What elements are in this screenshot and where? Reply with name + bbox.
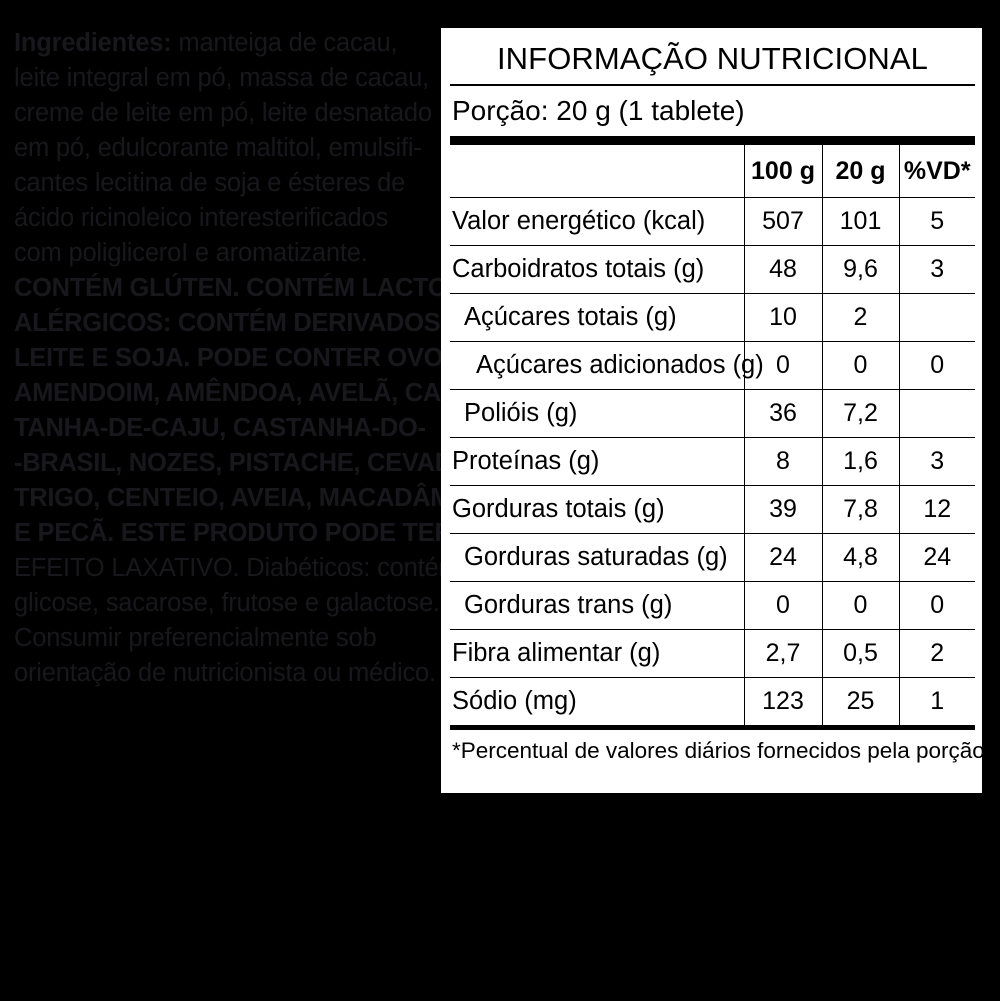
ingredients-line: TRIGO, CENTEIO, AVEIA, MACADÂMIA [14, 484, 477, 512]
column-header-per-100g: 100 g [743, 145, 822, 198]
nutrition-table-row: Açúcares adicionados (g) 0 0 0 [450, 341, 975, 390]
nutrition-table-body: Valor energético (kcal) 507 101 5 Carboidrat… [450, 197, 975, 730]
ingredients-line: ácido ricinoleico interesterificados [14, 204, 389, 232]
value-per-portion: 1,6 [821, 437, 899, 486]
nutrition-table-row: Gorduras totais (g) 39 7,8 12 [450, 485, 975, 534]
ingredients-line: Ingredientes: manteiga de cacau, [14, 26, 432, 61]
ingredients-line: cantes lecitina de soja e ésteres de [14, 169, 406, 197]
value-percent-vd: 3 [898, 245, 975, 294]
nutrition-table-row: Gorduras saturadas (g) 24 4,8 24 [450, 533, 975, 582]
nutrition-table: 100 g 20 g %VD* Valor energético (kcal) 5… [450, 145, 975, 730]
nutrient-name: Gorduras saturadas (g) [450, 533, 744, 582]
value-per-portion: 25 [821, 677, 899, 730]
nutrition-title: INFORMAÇÃO NUTRICIONAL [496, 41, 929, 76]
header-thick-rule [450, 136, 975, 145]
nutrition-facts-panel: INFORMAÇÃO NUTRICIONAL Porção: 20 g (1 t… [441, 28, 992, 793]
value-per-portion: 7,2 [821, 389, 899, 438]
ingredients-line: -BRASIL, NOZES, PISTACHE, CEVADA, [14, 449, 478, 477]
table-header-row: 100 g 20 g %VD* [450, 145, 975, 198]
nutrient-name: Proteínas (g) [450, 437, 744, 486]
value-percent-vd [898, 293, 975, 342]
ingredients-line: LEITE E SOJA. PODE CONTER OVOS, [14, 344, 467, 372]
value-percent-vd [898, 389, 975, 438]
value-per-100g: 48 [743, 245, 822, 294]
value-per-100g: 36 [743, 389, 822, 438]
value-per-portion: 9,6 [821, 245, 899, 294]
value-per-100g: 507 [743, 197, 822, 246]
ingredients-line-rest: manteiga de cacau, [171, 29, 398, 57]
value-percent-vd: 0 [898, 581, 975, 630]
ingredients-line: glicose, sacarose, frutose e galactose. [14, 589, 440, 617]
value-percent-vd: 24 [898, 533, 975, 582]
portion-size-text: Porção: 20 g (1 tablete) [452, 95, 745, 126]
value-per-100g: 24 [743, 533, 822, 582]
column-header-percent-vd: %VD* [898, 145, 975, 198]
value-per-100g: 39 [743, 485, 822, 534]
nutrition-table-header: 100 g 20 g %VD* [450, 145, 975, 198]
value-per-portion: 0,5 [821, 629, 899, 678]
value-per-portion: 0 [821, 341, 899, 390]
ingredients-line: em pó, edulcorante maltitol, emulsifi- [14, 134, 422, 162]
nutrient-name: Gorduras totais (g) [450, 485, 744, 534]
value-per-100g: 2,7 [743, 629, 822, 678]
ingredients-line: creme de leite em pó, leite desnatado [14, 99, 432, 127]
value-percent-vd: 1 [898, 677, 975, 730]
nutrition-table-row: Fibra alimentar (g) 2,7 0,5 2 [450, 629, 975, 678]
nutrition-table-row: Valor energético (kcal) 507 101 5 [450, 197, 975, 246]
ingredients-line: EFEITO LAXATIVO. Diabéticos: contém [14, 554, 460, 582]
value-per-portion: 101 [821, 197, 899, 246]
column-header-nutrient [450, 145, 744, 198]
ingredients-line: TANHA-DE-CAJU, CASTANHA-DO- [14, 414, 426, 442]
ingredients-panel: Ingredientes: manteiga de cacau, leite in… [14, 26, 488, 691]
ingredients-line: E PECÃ. ESTE PRODUTO PODE TER [14, 519, 453, 547]
nutrition-table-row: Polióis (g) 36 7,2 [450, 389, 975, 438]
value-per-100g: 0 [743, 581, 822, 630]
ingredients-line: CONTÉM GLÚTEN. CONTÉM LACTOSE. [14, 274, 488, 302]
nutrient-name: Açúcares adicionados (g) [450, 341, 764, 390]
value-per-portion: 4,8 [821, 533, 899, 582]
value-per-portion: 7,8 [821, 485, 899, 534]
title-divider-rule [450, 84, 975, 86]
nutrient-name: Polióis (g) [450, 389, 744, 438]
ingredients-line: leite integral em pó, massa de cacau, [14, 64, 429, 92]
ingredients-line: AMENDOIM, AMÊNDOA, AVELÃ, CAS- [14, 379, 466, 407]
ingredients-line: orientação de nutricionista ou médico. [14, 659, 436, 687]
value-per-100g: 10 [743, 293, 822, 342]
ingredients-line: ALÉRGICOS: CONTÉM DERIVADOS DE [14, 309, 482, 337]
vd-footnote: *Percentual de valores diários fornecido… [452, 738, 992, 763]
value-per-portion: 0 [821, 581, 899, 630]
ingredients-label: Ingredientes: [14, 29, 172, 57]
nutrition-table-row: Açúcares totais (g) 10 2 [450, 293, 975, 342]
nutrient-name: Gorduras trans (g) [450, 581, 744, 630]
value-percent-vd: 0 [898, 341, 975, 390]
nutrient-name: Sódio (mg) [450, 677, 744, 730]
value-percent-vd: 2 [898, 629, 975, 678]
nutrition-table-row: Gorduras trans (g) 0 0 0 [450, 581, 975, 630]
column-header-per-portion: 20 g [821, 145, 899, 198]
value-percent-vd: 12 [898, 485, 975, 534]
nutrient-name: Carboidratos totais (g) [450, 245, 744, 294]
value-per-100g: 0 [743, 341, 822, 390]
nutrition-table-row: Carboidratos totais (g) 48 9,6 3 [450, 245, 975, 294]
nutrient-name: Valor energético (kcal) [450, 197, 744, 246]
nutrient-name: Açúcares totais (g) [450, 293, 744, 342]
nutrient-name: Fibra alimentar (g) [450, 629, 744, 678]
value-per-portion: 2 [821, 293, 899, 342]
nutrition-table-row: Proteínas (g) 8 1,6 3 [450, 437, 975, 486]
nutrition-table-row: Sódio (mg) 123 25 1 [450, 677, 975, 730]
ingredients-line: Consumir preferencialmente sob [14, 624, 377, 652]
value-per-100g: 123 [743, 677, 822, 730]
value-percent-vd: 5 [898, 197, 975, 246]
value-per-100g: 8 [743, 437, 822, 486]
value-percent-vd: 3 [898, 437, 975, 486]
ingredients-line: com poligliceroI e aromatizante. [14, 239, 368, 267]
